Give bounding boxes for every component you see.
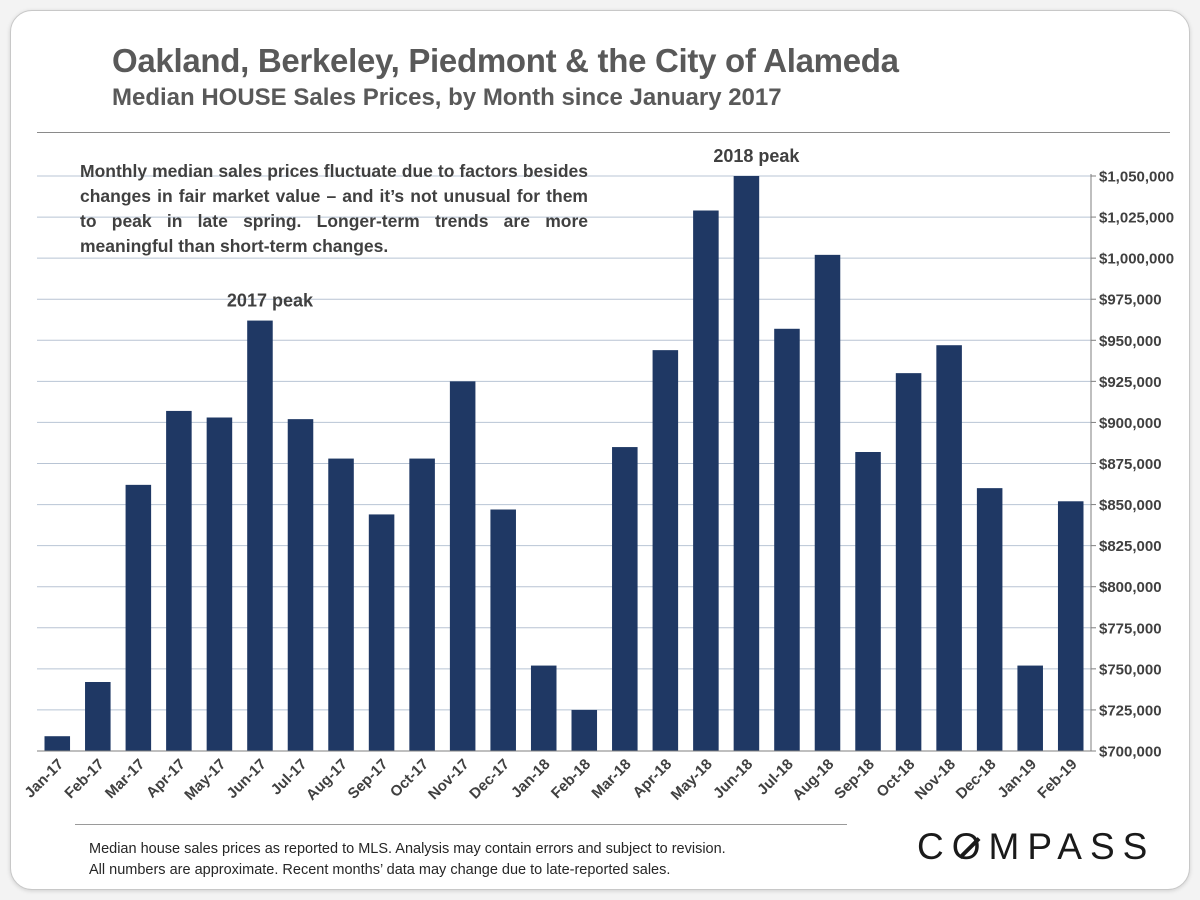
bar <box>490 509 516 751</box>
bar <box>85 682 111 751</box>
x-tick-label: Sep-17 <box>345 756 392 803</box>
footer-line-1: Median house sales prices as reported to… <box>89 841 726 857</box>
y-tick-label: $725,000 <box>1099 702 1162 719</box>
bar <box>733 176 760 751</box>
bar <box>368 514 395 751</box>
y-tick-label: $875,000 <box>1099 456 1162 473</box>
y-tick-label: $700,000 <box>1099 744 1162 761</box>
y-tick-label: $925,000 <box>1099 374 1162 391</box>
y-tick-label: $750,000 <box>1099 661 1162 678</box>
bar <box>409 458 435 751</box>
footer-line-2: All numbers are approximate. Recent mont… <box>89 862 671 878</box>
x-tick-label: Aug-17 <box>303 756 351 804</box>
bar <box>328 458 354 751</box>
chart-note: Monthly median sales prices fluctuate du… <box>80 161 588 256</box>
x-tick-label: Jan-19 <box>994 756 1040 802</box>
x-tick-label: Oct-17 <box>387 756 432 801</box>
bar <box>693 210 719 751</box>
x-tick-label: Nov-18 <box>912 756 959 803</box>
x-tick-label: Sep-18 <box>831 756 878 803</box>
x-tick-label: Feb-17 <box>61 756 107 802</box>
axes <box>37 174 1092 752</box>
y-tick-label: $975,000 <box>1099 292 1162 309</box>
x-tick-label: Oct-18 <box>873 756 918 801</box>
x-tick-label: Apr-18 <box>630 756 676 802</box>
bar <box>125 484 152 751</box>
bar <box>1017 665 1043 751</box>
x-tick-label: Mar-17 <box>102 756 148 802</box>
x-tick-label: Jan-17 <box>21 756 67 802</box>
x-tick-label: Jan-18 <box>508 756 554 802</box>
x-tick-label: Dec-18 <box>953 756 1000 803</box>
bar <box>206 417 233 751</box>
x-tick-label: Nov-17 <box>425 756 472 803</box>
bar <box>287 419 314 751</box>
y-tick-label: $825,000 <box>1099 538 1162 555</box>
x-tick-label: Feb-18 <box>548 756 594 802</box>
y-tick-label: $950,000 <box>1099 333 1162 350</box>
x-tick-label: Jun-18 <box>710 756 756 802</box>
bar <box>774 328 800 751</box>
bar <box>571 709 598 751</box>
y-tick-label: $1,050,000 <box>1099 169 1174 186</box>
y-tick-label: $850,000 <box>1099 497 1162 514</box>
x-tick-label: May-17 <box>181 756 229 804</box>
bar <box>449 381 476 751</box>
y-tick-label: $775,000 <box>1099 620 1162 637</box>
y-tick-label: $1,000,000 <box>1099 251 1174 268</box>
x-tick-label: Jun-17 <box>224 756 270 802</box>
y-tick-label: $900,000 <box>1099 415 1162 432</box>
bar <box>530 665 557 751</box>
bar <box>936 345 962 751</box>
x-tick-label: Apr-17 <box>143 756 189 802</box>
bar <box>976 488 1003 751</box>
bar <box>652 350 679 751</box>
peak-annotations: 2017 peak 2018 peak <box>227 146 801 311</box>
x-tick-label: Aug-18 <box>789 756 837 804</box>
compass-logo: COMPASS <box>917 826 1156 867</box>
peak-label: 2018 peak <box>713 146 800 166</box>
bar <box>166 410 192 751</box>
x-axis-tick-labels: Jan-17Feb-17Mar-17Apr-17May-17Jun-17Jul-… <box>21 756 1080 804</box>
bar <box>814 254 841 751</box>
x-tick-label: Dec-17 <box>466 756 513 803</box>
footer-disclaimer: Median house sales prices as reported to… <box>89 839 726 881</box>
page-subtitle: Median HOUSE Sales Prices, by Month sinc… <box>112 84 782 111</box>
bars <box>44 176 1084 751</box>
title-divider <box>37 132 1170 133</box>
y-tick-label: $800,000 <box>1099 579 1162 596</box>
x-tick-label: Mar-18 <box>588 756 634 802</box>
y-axis-tick-labels: $700,000 $725,000 $750,000 $775,000 $800,000… <box>1099 169 1174 761</box>
page-title: Oakland, Berkeley, Piedmont & the City o… <box>112 42 899 79</box>
bar <box>247 320 273 751</box>
y-tick-label: $1,025,000 <box>1099 210 1174 227</box>
x-tick-label: Feb-19 <box>1034 756 1080 802</box>
footer-divider <box>75 824 847 825</box>
bar <box>895 373 922 751</box>
bar <box>855 452 881 751</box>
bar <box>44 736 71 751</box>
peak-label: 2017 peak <box>227 291 314 311</box>
x-tick-label: May-18 <box>668 756 716 804</box>
bar <box>612 447 638 751</box>
bar <box>1057 501 1084 751</box>
